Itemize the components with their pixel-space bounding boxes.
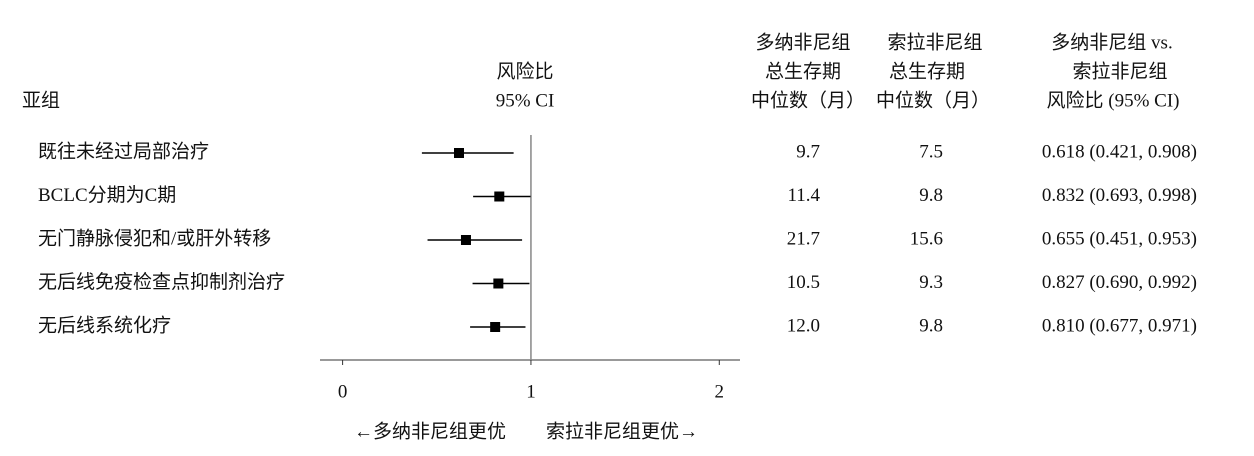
median-value: 9.7 <box>796 141 820 162</box>
hazard-ratio-label: 0.655 (0.451, 0.953) <box>1042 228 1197 249</box>
median-value: 9.3 <box>919 272 943 293</box>
header-plot: 95% CI <box>496 90 555 111</box>
hazard-ratio-label: 0.618 (0.421, 0.908) <box>1042 141 1197 162</box>
median-value: 12.0 <box>787 315 820 336</box>
hazard-ratio-label: 0.827 (0.690, 0.992) <box>1042 272 1197 293</box>
point-estimate <box>460 235 471 245</box>
header-median: 总生存期 <box>889 60 965 82</box>
x-tick-label: 0 <box>338 381 348 402</box>
subgroup-label: 无后线免疫检查点抑制剂治疗 <box>38 271 285 293</box>
point-estimate <box>453 148 464 158</box>
median-value: 7.5 <box>919 141 943 162</box>
header-comparison: 索拉非尼组 <box>1072 60 1167 82</box>
hazard-ratio-label: 0.810 (0.677, 0.971) <box>1042 315 1197 336</box>
x-axis-label: 索拉非尼组更优→ <box>546 420 698 442</box>
header-plot: 风险比 <box>496 60 553 82</box>
subgroup-label: 既往未经过局部治疗 <box>38 140 209 162</box>
point-estimate <box>493 278 504 289</box>
hazard-ratio-label: 0.832 (0.693, 0.998) <box>1042 185 1197 206</box>
header-median: 总生存期 <box>765 60 841 82</box>
header-subgroup: 亚组 <box>22 89 60 111</box>
point-estimate <box>490 322 501 332</box>
median-value: 9.8 <box>919 185 943 206</box>
header-median: 多纳非尼组 <box>755 31 850 53</box>
median-value: 10.5 <box>787 272 820 293</box>
subgroup-label: 无门静脉侵犯和/或肝外转移 <box>38 227 271 249</box>
x-tick-label: 2 <box>715 381 725 402</box>
x-tick-label: 1 <box>526 381 536 402</box>
header-comparison: 多纳非尼组 vs. <box>1051 31 1172 53</box>
header-median: 中位数（月） <box>751 89 865 111</box>
median-value: 9.8 <box>919 315 943 336</box>
subgroup-label: 无后线系统化疗 <box>38 314 171 336</box>
median-value: 15.6 <box>910 228 943 249</box>
median-value: 11.4 <box>787 185 820 206</box>
subgroup-label: BCLC分期为C期 <box>38 184 176 206</box>
x-axis-label: ←多纳非尼组更优 <box>354 420 506 442</box>
header-comparison: 风险比 (95% CI) <box>1047 89 1180 111</box>
header-median: 索拉非尼组 <box>887 31 982 53</box>
header-median: 中位数（月） <box>876 89 990 111</box>
point-estimate <box>494 191 505 202</box>
median-value: 21.7 <box>787 228 820 249</box>
